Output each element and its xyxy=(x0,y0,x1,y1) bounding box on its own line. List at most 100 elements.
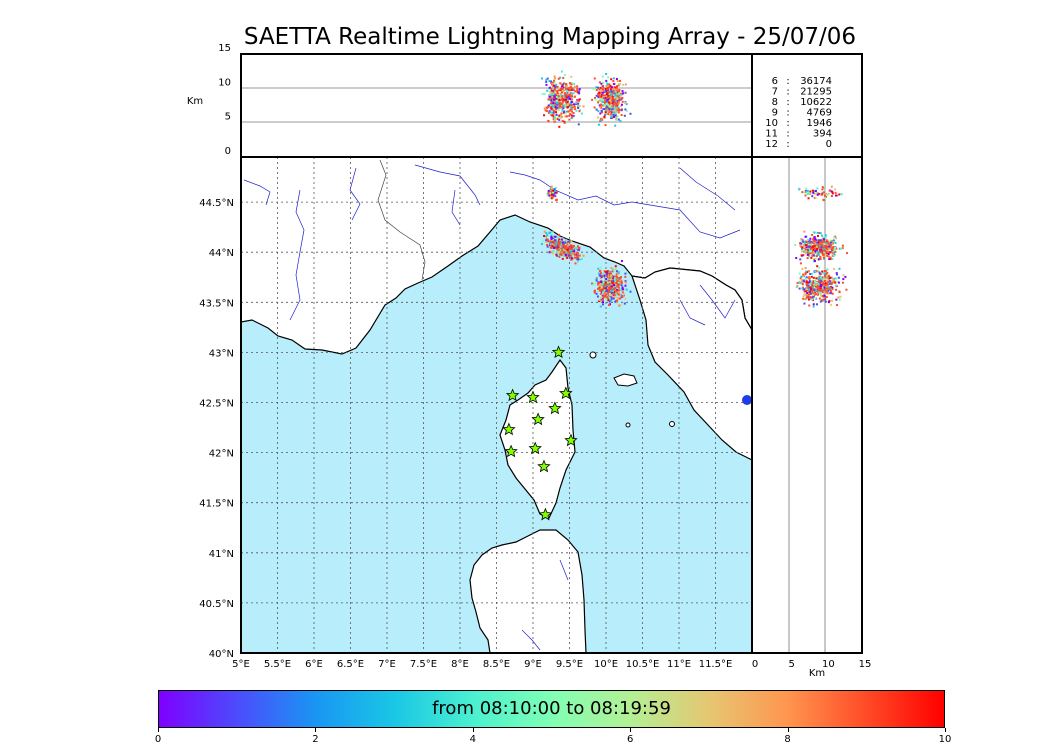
count-separator: : xyxy=(786,76,789,87)
colorbar-tick-label: 10 xyxy=(938,734,952,745)
count-station-number: 8 xyxy=(772,97,778,108)
lon-tick-label: 5.5°E xyxy=(264,659,291,670)
altitude-tick-label: 10 xyxy=(822,659,835,670)
lat-tick-label: 40.5°N xyxy=(199,599,234,610)
lon-tick-label: 10°E xyxy=(594,659,618,670)
station-star-icon xyxy=(504,444,518,458)
lat-tick-label: 44.5°N xyxy=(199,198,234,209)
right-panel-frame xyxy=(751,156,863,654)
count-station-number: 12 xyxy=(765,139,778,150)
colorbar-tick-mark xyxy=(630,728,632,732)
lon-tick-label: 10.5°E xyxy=(626,659,660,670)
count-separator: : xyxy=(786,139,789,150)
station-star-icon xyxy=(502,422,516,436)
altitude-tick-label: 5 xyxy=(788,659,794,670)
colorbar-time-range: from 08:10:00 to 08:19:59 xyxy=(432,698,671,719)
top-lightning-sources xyxy=(540,70,632,128)
count-station-number: 7 xyxy=(772,87,778,98)
lat-tick-label: 41.5°N xyxy=(199,499,234,510)
colorbar-tick-label: 2 xyxy=(312,734,319,745)
lat-tick-label: 42°N xyxy=(209,449,234,460)
italy-coast xyxy=(631,267,752,461)
colorbar-tick-mark xyxy=(945,728,946,732)
station-star-icon xyxy=(538,507,553,521)
altitude-tick-label: 5 xyxy=(225,112,231,123)
count-station-number: 6 xyxy=(772,76,778,87)
right-panel-xlabel: Km xyxy=(809,668,825,679)
altitude-tick-label: 0 xyxy=(225,146,231,157)
axis-tick-labels: 5°E 5.5°E 6°E 6.5°E 7°E 7.5°E 8°E 8.5°E 9°E 9.5°E… xyxy=(199,43,871,670)
count-value: 1946 xyxy=(807,118,832,129)
count-value: 0 xyxy=(826,139,832,150)
colorbar-tick-mark xyxy=(158,728,159,732)
count-separator: : xyxy=(786,97,789,108)
lon-tick-label: 6.5°E xyxy=(337,659,364,670)
colorbar-tick-label: 4 xyxy=(469,734,476,745)
colorbar-tick-label: 6 xyxy=(627,734,634,745)
giglio-island xyxy=(669,421,675,427)
elba-island xyxy=(613,373,638,387)
top-panel-ylabel: Km xyxy=(187,96,203,107)
count-station-number: 9 xyxy=(772,108,778,119)
right-lightning-sources xyxy=(794,185,849,308)
lon-tick-label: 11°E xyxy=(667,659,691,670)
count-station-number: 11 xyxy=(765,129,778,140)
lat-tick-label: 43.5°N xyxy=(199,298,234,309)
lat-tick-label: 41°N xyxy=(209,549,234,560)
source-counts-table: 6:361747:212958:106229:476910:194611:394… xyxy=(765,76,832,150)
lon-tick-label: 5°E xyxy=(232,659,250,670)
map-area xyxy=(241,157,752,653)
count-value: 4769 xyxy=(807,108,832,119)
lat-tick-label: 43°N xyxy=(209,348,234,359)
count-separator: : xyxy=(786,118,789,129)
lon-tick-label: 8°E xyxy=(451,659,469,670)
time-colorbar: from 08:10:00 to 08:19:59 xyxy=(158,690,945,728)
lon-tick-label: 8.5°E xyxy=(483,659,510,670)
station-markers xyxy=(502,345,578,521)
right-altitude-panel xyxy=(788,157,849,653)
lat-tick-label: 42.5°N xyxy=(199,398,234,409)
sardinia xyxy=(469,529,587,653)
station-star-icon xyxy=(526,390,540,404)
lat-tick-label: 44°N xyxy=(209,248,234,259)
colorbar-ticks: 0 2 4 6 8 10 xyxy=(155,728,951,748)
lon-tick-label: 9.5°E xyxy=(556,659,583,670)
lat-tick-label: 40°N xyxy=(209,649,234,660)
colorbar-tick-label: 0 xyxy=(154,734,162,745)
country-borders xyxy=(377,159,426,281)
lon-tick-label: 9°E xyxy=(524,659,542,670)
colorbar-tick-mark xyxy=(315,728,317,732)
count-value: 10622 xyxy=(800,97,832,108)
counts-panel-frame xyxy=(751,53,863,158)
lon-tick-label: 7°E xyxy=(378,659,396,670)
map-lightning-sources xyxy=(540,185,632,308)
capraia-island xyxy=(589,351,597,359)
lightning-map-figure: 6:361747:212958:106229:476910:194611:394… xyxy=(187,43,872,679)
station-star-icon xyxy=(564,433,578,447)
lon-tick-label: 11.5°E xyxy=(699,659,733,670)
top-altitude-panel xyxy=(241,70,752,128)
count-value: 21295 xyxy=(800,87,832,98)
corsica xyxy=(499,358,576,519)
station-star-icon xyxy=(531,412,545,426)
altitude-tick-label: 15 xyxy=(218,43,231,54)
lon-tick-label: 6°E xyxy=(305,659,323,670)
map-graticule xyxy=(241,157,752,653)
station-star-icon xyxy=(537,459,551,473)
lon-tick-label: 7.5°E xyxy=(410,659,437,670)
count-value: 36174 xyxy=(800,76,832,87)
count-separator: : xyxy=(786,108,789,119)
station-star-icon xyxy=(551,345,566,359)
altitude-tick-label: 0 xyxy=(752,659,758,670)
count-separator: : xyxy=(786,87,789,98)
station-star-icon xyxy=(505,388,520,402)
altitude-tick-label: 10 xyxy=(218,77,231,88)
station-star-icon xyxy=(559,386,573,400)
count-separator: : xyxy=(786,129,789,140)
station-star-icon xyxy=(528,441,542,455)
colorbar-tick-label: 8 xyxy=(784,734,791,745)
blue-dot-marker xyxy=(742,395,752,405)
colorbar-tick-mark xyxy=(472,728,474,732)
montecristo-island xyxy=(625,422,631,428)
station-star-icon xyxy=(548,401,562,415)
